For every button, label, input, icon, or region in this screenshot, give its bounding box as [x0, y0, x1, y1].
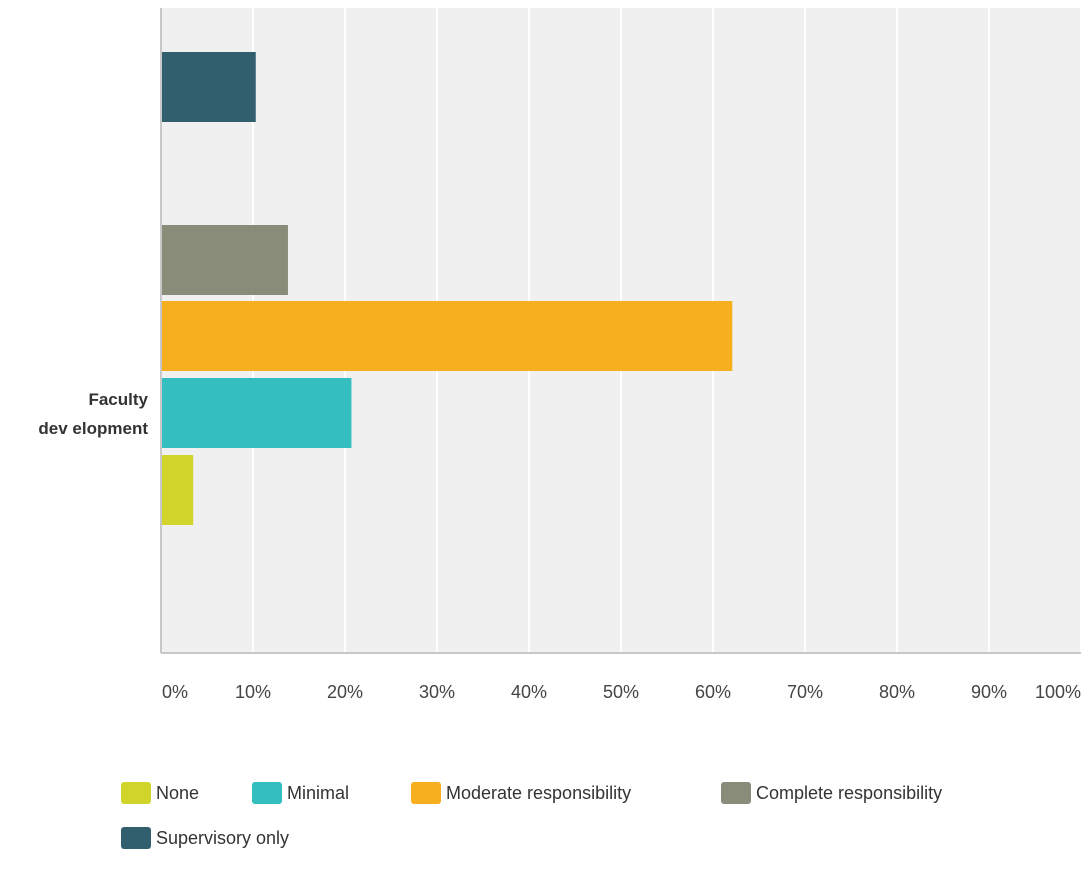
- x-tick-label: 60%: [695, 682, 731, 702]
- legend-item-supervisory: Supervisory only: [121, 825, 289, 851]
- legend-swatch-supervisory: [121, 827, 151, 849]
- bar-minimal: [162, 378, 352, 448]
- bar-moderate-responsibility: [162, 301, 733, 371]
- legend-swatch-none: [121, 782, 151, 804]
- legend-label-moderate: Moderate responsibility: [446, 782, 632, 803]
- legend-item-moderate: Moderate responsibility: [411, 780, 631, 806]
- x-tick-label: 10%: [235, 682, 271, 702]
- bar-complete-responsibility: [162, 225, 288, 295]
- legend-swatch-complete: [721, 782, 751, 804]
- legend-swatch-minimal: [252, 782, 282, 804]
- x-tick-label: 70%: [787, 682, 823, 702]
- legend-item-complete: Complete responsibility: [721, 780, 942, 806]
- x-tick-label: 40%: [511, 682, 547, 702]
- x-tick-label: 50%: [603, 682, 639, 702]
- legend-row-2: Supervisory only: [121, 825, 1061, 851]
- x-tick-label: 30%: [419, 682, 455, 702]
- x-tick-label: 90%: [971, 682, 1007, 702]
- bar-supervisory-only: [162, 52, 256, 122]
- category-label-line-1: Faculty: [88, 390, 148, 409]
- legend-item-none: None: [121, 780, 199, 806]
- x-tick-label: 0%: [162, 682, 188, 702]
- x-tick-labels: 0% 10% 20% 30% 40% 50% 60% 70% 80% 90% 100%: [162, 682, 1081, 702]
- legend-item-minimal: Minimal: [252, 780, 349, 806]
- legend-label-supervisory: Supervisory only: [156, 827, 290, 848]
- legend: None Minimal Moderate responsibility Com…: [121, 780, 1061, 870]
- category-label-line-2: dev elopment: [38, 419, 148, 438]
- bars: [162, 52, 733, 525]
- bar-none: [162, 455, 194, 525]
- legend-swatch-moderate: [411, 782, 441, 804]
- x-tick-label: 80%: [879, 682, 915, 702]
- legend-label-complete: Complete responsibility: [756, 782, 943, 803]
- legend-label-none: None: [156, 782, 200, 803]
- legend-row-1: None Minimal Moderate responsibility Com…: [121, 780, 1061, 806]
- bar-chart: 0% 10% 20% 30% 40% 50% 60% 70% 80% 90% 100% Facult…: [38, 8, 1082, 702]
- legend-label-minimal: Minimal: [287, 782, 350, 803]
- x-tick-label: 100%: [1035, 682, 1081, 702]
- x-tick-label: 20%: [327, 682, 363, 702]
